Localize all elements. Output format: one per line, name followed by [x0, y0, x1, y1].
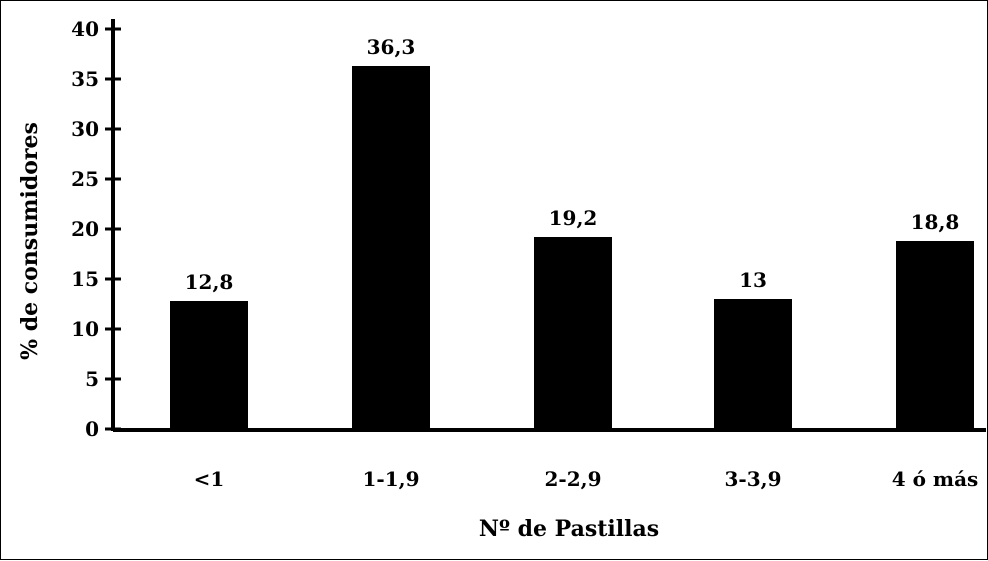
x-axis-title: Nº de Pastillas — [479, 516, 659, 542]
y-tick-label: 35 — [71, 67, 99, 91]
y-tick-label: 40 — [71, 17, 99, 41]
data-label: 18,8 — [911, 210, 960, 234]
data-label: 19,2 — [549, 206, 598, 230]
x-tick-label: 2-2,9 — [544, 467, 601, 491]
y-tick-label: 0 — [85, 417, 99, 441]
data-label: 12,8 — [185, 270, 234, 294]
x-tick-label: 3-3,9 — [724, 467, 781, 491]
y-tick-label: 30 — [71, 117, 99, 141]
y-tick-label: 15 — [71, 267, 99, 291]
axes — [111, 19, 986, 432]
x-tick-labels: <1 1-1,9 2-2,9 3-3,9 4 ó más — [194, 467, 979, 491]
y-tick-label: 20 — [71, 217, 99, 241]
bar — [352, 66, 430, 429]
data-label: 13 — [739, 268, 767, 292]
y-ticks: 0 5 10 15 20 25 30 35 40 — [71, 17, 121, 441]
bar — [896, 241, 974, 429]
data-labels: 12,8 36,3 19,2 13 18,8 — [185, 35, 960, 294]
x-tick-label: <1 — [194, 467, 225, 491]
x-tick-label: 4 ó más — [892, 467, 979, 491]
data-label: 36,3 — [367, 35, 416, 59]
y-tick-label: 25 — [71, 167, 99, 191]
y-tick-label: 10 — [71, 317, 99, 341]
x-tick-label: 1-1,9 — [362, 467, 419, 491]
bar — [714, 299, 792, 429]
y-axis-title: % de consumidores — [17, 122, 43, 360]
bars — [170, 66, 974, 429]
bar — [170, 301, 248, 429]
bar — [534, 237, 612, 429]
y-tick-label: 5 — [85, 367, 99, 391]
